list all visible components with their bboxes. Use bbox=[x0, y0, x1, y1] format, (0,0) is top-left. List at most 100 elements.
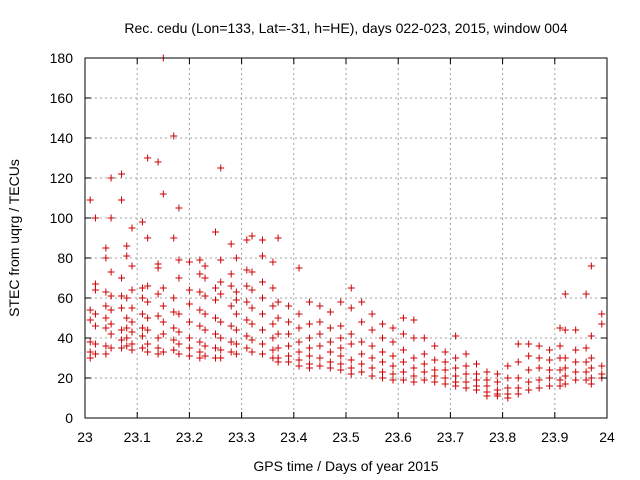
data-point bbox=[399, 314, 407, 322]
data-point bbox=[232, 340, 240, 348]
data-point bbox=[269, 258, 277, 266]
data-point bbox=[144, 326, 152, 334]
data-point bbox=[556, 382, 564, 390]
data-point bbox=[274, 344, 282, 352]
data-point bbox=[462, 378, 470, 386]
data-point bbox=[326, 338, 334, 346]
data-point bbox=[337, 352, 345, 360]
y-tick-label: 80 bbox=[57, 250, 73, 266]
data-point bbox=[159, 190, 167, 198]
data-point bbox=[86, 306, 94, 314]
data-point bbox=[217, 278, 225, 286]
data-point bbox=[316, 318, 324, 326]
data-point bbox=[170, 324, 178, 332]
data-point bbox=[582, 344, 590, 352]
data-point bbox=[504, 362, 512, 370]
data-point bbox=[295, 356, 303, 364]
data-point bbox=[196, 322, 204, 330]
data-point bbox=[128, 328, 136, 336]
data-point bbox=[347, 356, 355, 364]
data-point bbox=[285, 318, 293, 326]
data-point bbox=[431, 366, 439, 374]
data-point bbox=[258, 236, 266, 244]
data-point bbox=[274, 234, 282, 242]
data-point bbox=[248, 232, 256, 240]
data-point bbox=[473, 360, 480, 368]
x-tick-label: 23.5 bbox=[332, 429, 359, 445]
data-point bbox=[572, 346, 580, 354]
data-point bbox=[102, 244, 110, 252]
data-point bbox=[243, 266, 251, 274]
grid-lines bbox=[85, 58, 607, 418]
x-tick-label: 23.1 bbox=[124, 429, 151, 445]
y-tick-label: 120 bbox=[50, 170, 74, 186]
data-point bbox=[535, 354, 543, 362]
x-tick-label: 23.2 bbox=[176, 429, 203, 445]
y-tick-label: 160 bbox=[50, 90, 74, 106]
data-point bbox=[138, 310, 146, 318]
data-point bbox=[525, 366, 533, 374]
data-point bbox=[227, 338, 235, 346]
data-point bbox=[128, 262, 136, 270]
data-point bbox=[159, 284, 167, 292]
data-point bbox=[379, 374, 387, 382]
data-point bbox=[170, 132, 178, 140]
data-point bbox=[399, 330, 407, 338]
data-point bbox=[185, 334, 193, 342]
data-point bbox=[295, 362, 303, 370]
data-point bbox=[258, 294, 266, 302]
data-point bbox=[185, 344, 193, 352]
data-point bbox=[399, 376, 407, 384]
data-point bbox=[295, 310, 303, 318]
data-point bbox=[175, 350, 183, 358]
data-point bbox=[274, 298, 282, 306]
data-point bbox=[102, 314, 110, 322]
data-point bbox=[504, 394, 512, 402]
data-point bbox=[525, 340, 533, 348]
data-point bbox=[556, 366, 564, 374]
data-point bbox=[285, 358, 293, 366]
data-point bbox=[102, 254, 110, 262]
data-point bbox=[514, 358, 522, 366]
data-point bbox=[535, 376, 543, 384]
data-point bbox=[347, 370, 355, 378]
data-point bbox=[337, 360, 345, 368]
data-point bbox=[118, 274, 126, 282]
data-point bbox=[144, 298, 152, 306]
data-point bbox=[389, 376, 397, 384]
data-point bbox=[227, 302, 235, 310]
data-point bbox=[535, 384, 543, 392]
data-point bbox=[123, 334, 131, 342]
data-point bbox=[546, 346, 554, 354]
data-point bbox=[227, 240, 235, 248]
data-point bbox=[170, 346, 178, 354]
data-point bbox=[91, 310, 99, 318]
data-point bbox=[144, 340, 152, 348]
data-point bbox=[316, 354, 324, 362]
data-point bbox=[452, 354, 460, 362]
data-point bbox=[248, 320, 256, 328]
data-point bbox=[118, 344, 126, 352]
data-point bbox=[138, 284, 146, 292]
data-point bbox=[368, 364, 376, 372]
y-tick-label: 100 bbox=[50, 210, 74, 226]
data-point bbox=[337, 366, 345, 374]
y-tick-label: 0 bbox=[65, 410, 73, 426]
data-point bbox=[107, 292, 115, 300]
data-point bbox=[561, 380, 569, 388]
data-point bbox=[107, 268, 115, 276]
data-point bbox=[91, 286, 99, 294]
data-points bbox=[86, 54, 606, 402]
data-point bbox=[347, 364, 355, 372]
data-point bbox=[201, 274, 209, 282]
data-point bbox=[556, 376, 564, 384]
data-point bbox=[258, 326, 266, 334]
data-point bbox=[379, 358, 387, 366]
data-point bbox=[514, 374, 522, 382]
data-point bbox=[144, 154, 152, 162]
data-point bbox=[493, 378, 501, 386]
data-point bbox=[420, 350, 428, 358]
data-point bbox=[138, 218, 146, 226]
data-point bbox=[462, 384, 470, 392]
data-point bbox=[217, 290, 225, 298]
